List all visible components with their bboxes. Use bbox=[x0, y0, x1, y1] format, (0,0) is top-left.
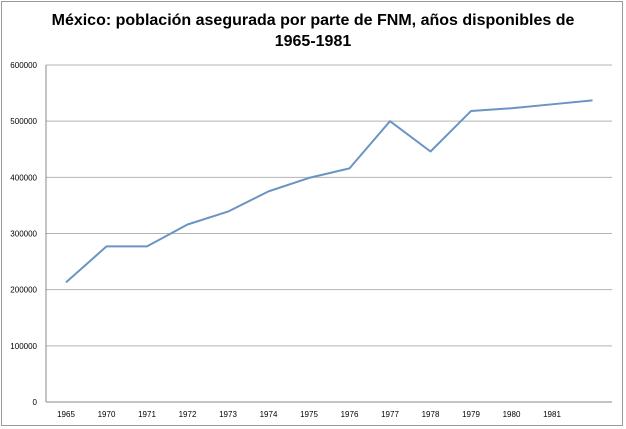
x-tick-label: 1980 bbox=[503, 410, 521, 419]
x-tick-label: 1971 bbox=[138, 410, 156, 419]
x-tick-label: 1974 bbox=[260, 410, 278, 419]
y-tick-label: 500000 bbox=[10, 117, 37, 126]
y-tick-label: 100000 bbox=[10, 342, 37, 351]
chart-title: México: población asegurada por parte de… bbox=[40, 10, 586, 52]
x-tick-label: 1979 bbox=[462, 410, 480, 419]
y-tick-label: 200000 bbox=[10, 286, 37, 295]
x-axis: 1965 1970 1971 1972 1973 1974 1975 1976 1977 1978… bbox=[57, 410, 561, 419]
y-tick-label: 300000 bbox=[10, 230, 37, 239]
x-tick-label: 1970 bbox=[98, 410, 116, 419]
x-tick-label: 1975 bbox=[300, 410, 318, 419]
x-tick-label: 1981 bbox=[543, 410, 561, 419]
x-tick-label: 1973 bbox=[219, 410, 237, 419]
series-group bbox=[65, 99, 593, 284]
x-tick-label: 1976 bbox=[341, 410, 359, 419]
y-tick-label: 600000 bbox=[10, 61, 37, 70]
y-tick-label: 0 bbox=[33, 398, 38, 407]
x-tick-label: 1965 bbox=[57, 410, 75, 419]
x-tick-label: 1978 bbox=[422, 410, 440, 419]
series-line bbox=[65, 99, 593, 284]
y-tick-label: 400000 bbox=[10, 173, 37, 182]
x-tick-label: 1977 bbox=[381, 410, 399, 419]
x-tick-label: 1972 bbox=[179, 410, 197, 419]
chart-title-line-1: México: población asegurada por parte de… bbox=[51, 12, 575, 29]
chart-title-line-2: 1965-1981 bbox=[274, 33, 352, 50]
gridlines bbox=[46, 64, 612, 403]
y-axis: 0 100000 200000 300000 400000 500000 600000 bbox=[10, 61, 612, 407]
